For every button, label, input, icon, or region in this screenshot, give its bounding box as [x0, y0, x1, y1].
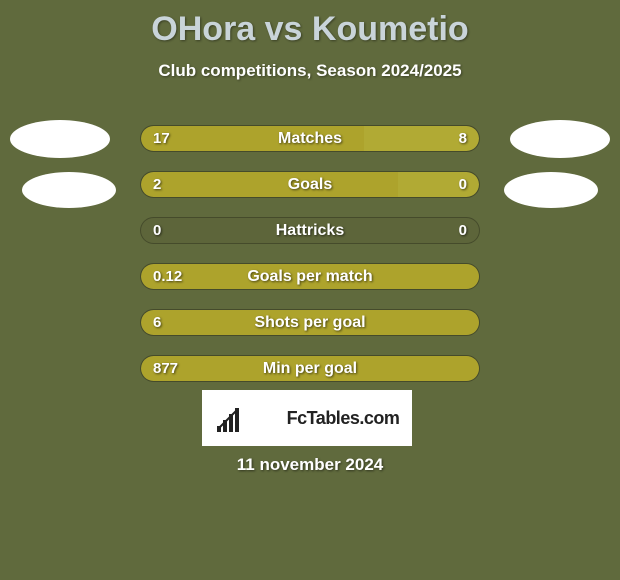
brand-text: FcTables.com	[253, 408, 400, 429]
value-right: 0	[459, 172, 467, 197]
value-right: 8	[459, 126, 467, 151]
stat-row: 0.12Goals per match	[140, 263, 480, 290]
stat-row: 17Matches8	[140, 125, 480, 152]
row-label: Hattricks	[141, 218, 479, 243]
player-left-avatar-secondary	[22, 172, 116, 208]
row-label: Min per goal	[141, 356, 479, 381]
value-right: 0	[459, 218, 467, 243]
comparison-chart: 17Matches82Goals00Hattricks00.12Goals pe…	[140, 125, 480, 401]
stat-row: 2Goals0	[140, 171, 480, 198]
stat-row: 0Hattricks0	[140, 217, 480, 244]
player-right-avatar-secondary	[504, 172, 598, 208]
row-label: Goals per match	[141, 264, 479, 289]
row-label: Shots per goal	[141, 310, 479, 335]
player-right-avatar	[510, 120, 610, 158]
stat-row: 6Shots per goal	[140, 309, 480, 336]
player-left-avatar	[10, 120, 110, 158]
row-label: Goals	[141, 172, 479, 197]
date-label: 11 november 2024	[0, 455, 620, 475]
stat-row: 877Min per goal	[140, 355, 480, 382]
brand-box: FcTables.com	[202, 390, 412, 446]
page-subtitle: Club competitions, Season 2024/2025	[0, 61, 620, 81]
page-title: OHora vs Koumetio	[0, 0, 620, 49]
row-label: Matches	[141, 126, 479, 151]
